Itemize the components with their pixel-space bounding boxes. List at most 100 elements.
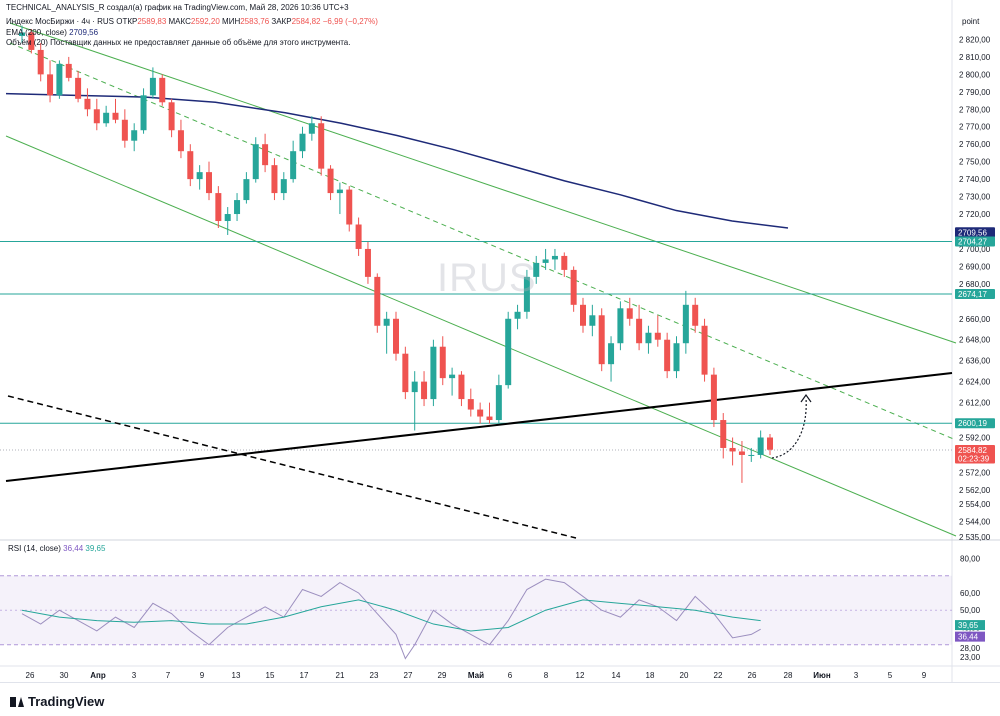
rsi-value-2: 39,65 xyxy=(85,544,106,553)
time-tick-label: 14 xyxy=(612,671,621,680)
candle-body xyxy=(140,95,147,131)
candle-body xyxy=(580,304,586,326)
price-tick-label: 2 730,00 xyxy=(959,193,991,202)
price-tick-label: 2 680,00 xyxy=(959,280,991,289)
candle-body xyxy=(486,416,493,421)
rsi-tick-label: 28,00 xyxy=(960,644,981,653)
price-tick-label: 2 554,00 xyxy=(959,500,991,509)
candle-body xyxy=(767,437,773,450)
footer-bar: TradingView xyxy=(0,682,1000,716)
candle-body xyxy=(19,32,25,36)
price-tick-label: 2 750,00 xyxy=(959,158,991,167)
price-tick-label: 2 562,00 xyxy=(959,486,991,495)
tradingview-logo-icon xyxy=(10,696,24,707)
time-tick-label: 6 xyxy=(508,671,513,680)
time-tick-label: 27 xyxy=(404,671,413,680)
volume-note: Объём (20) Поставщик данных не предостав… xyxy=(6,38,351,47)
price-tick-label: 2 800,00 xyxy=(959,70,991,79)
candle-body xyxy=(720,420,727,448)
price-tick-label: 2 636,00 xyxy=(959,357,991,366)
rsi-value-tag xyxy=(955,631,985,642)
projection-arrow xyxy=(771,397,807,459)
candle-body xyxy=(495,385,502,421)
rsi-value-tag xyxy=(955,620,985,631)
candle-body xyxy=(477,409,484,417)
candle-body xyxy=(28,32,35,50)
candle-body xyxy=(748,454,755,456)
candle-body xyxy=(729,447,736,452)
candle-body xyxy=(271,165,278,194)
candle-body xyxy=(290,151,297,180)
price-tick-label: 2 790,00 xyxy=(959,88,991,97)
candle-body xyxy=(439,346,446,379)
price-tick-label: 2 660,00 xyxy=(959,315,991,324)
candle-body xyxy=(664,339,671,372)
time-tick-label: 3 xyxy=(132,671,137,680)
time-tick-label: 18 xyxy=(646,671,655,680)
rsi-label: RSI (14, close) xyxy=(8,544,61,553)
candle-body xyxy=(467,399,474,410)
candle-body xyxy=(430,346,437,400)
price-label-text: 02:23:39 xyxy=(958,454,990,463)
price-tick-label: 2 624,00 xyxy=(959,378,991,387)
price-label-text: 2584,82 xyxy=(958,446,987,455)
candle-body xyxy=(542,259,549,263)
price-tick-label: 2 612,00 xyxy=(959,399,991,408)
close-label: ЗАКР xyxy=(271,17,292,26)
price-tick-label: 2 592,00 xyxy=(959,433,991,442)
price-label-text: 2600,19 xyxy=(958,419,987,428)
candle-body xyxy=(243,179,250,201)
price-label-tag xyxy=(955,227,995,238)
candle-body xyxy=(280,179,287,194)
candle-body xyxy=(75,77,82,99)
candle-body xyxy=(168,102,175,131)
price-tick-label: 2 740,00 xyxy=(959,175,991,184)
projection-arrowhead xyxy=(800,393,812,403)
price-tick-label: 2 780,00 xyxy=(959,105,991,114)
instrument-name: Индекс МосБиржи · 4ч · RUS xyxy=(6,17,115,26)
time-tick-label: 26 xyxy=(26,671,35,680)
rsi-legend: RSI (14, close) 36,44 39,65 xyxy=(8,544,105,553)
price-label-text: 2704,27 xyxy=(958,237,987,246)
channel-upper-line xyxy=(9,22,957,344)
time-tick-label: 15 xyxy=(266,671,275,680)
candle-body xyxy=(393,318,399,354)
candle-body xyxy=(636,318,643,344)
candle-body xyxy=(458,374,465,400)
candle-body xyxy=(701,325,708,375)
rsi-tick-label: 50,00 xyxy=(960,606,981,615)
candle-body xyxy=(187,151,194,180)
high-value: 2592,20 xyxy=(190,17,220,26)
price-axis-unit: point xyxy=(962,17,980,26)
candle-body xyxy=(37,49,44,75)
candle-body xyxy=(738,451,745,455)
rsi-tick-label: 23,00 xyxy=(960,653,981,662)
trend-line-dashed xyxy=(7,395,577,539)
candle-body xyxy=(103,112,110,124)
candle-body xyxy=(645,332,652,344)
price-tick-label: 2 720,00 xyxy=(959,210,991,219)
candle-body xyxy=(234,200,241,215)
time-tick-label: 3 xyxy=(854,671,859,680)
candle-body xyxy=(327,168,334,194)
time-tick-label: Июн xyxy=(813,671,831,680)
candle-body xyxy=(402,353,409,393)
ema-legend: EMA (200, close) 2709,56 xyxy=(6,28,98,37)
time-tick-label: 5 xyxy=(888,671,893,680)
tradingview-logo[interactable]: TradingView xyxy=(10,694,104,709)
candle-body xyxy=(215,193,222,222)
time-tick-label: 12 xyxy=(576,671,585,680)
time-tick-label: 22 xyxy=(714,671,723,680)
candle-body xyxy=(757,437,764,455)
candle-body xyxy=(56,63,63,96)
rsi-value-1: 36,44 xyxy=(63,544,84,553)
price-label-tag xyxy=(955,453,995,464)
price-tick-label: 2 544,00 xyxy=(959,517,991,526)
time-tick-label: 29 xyxy=(438,671,447,680)
time-tick-label: 21 xyxy=(336,671,345,680)
candle-body xyxy=(252,144,259,180)
candle-body xyxy=(617,308,624,344)
ohlc-legend: Индекс МосБиржи · 4ч · RUS ОТКР2589,83 М… xyxy=(6,17,378,26)
candle-body xyxy=(84,98,91,110)
